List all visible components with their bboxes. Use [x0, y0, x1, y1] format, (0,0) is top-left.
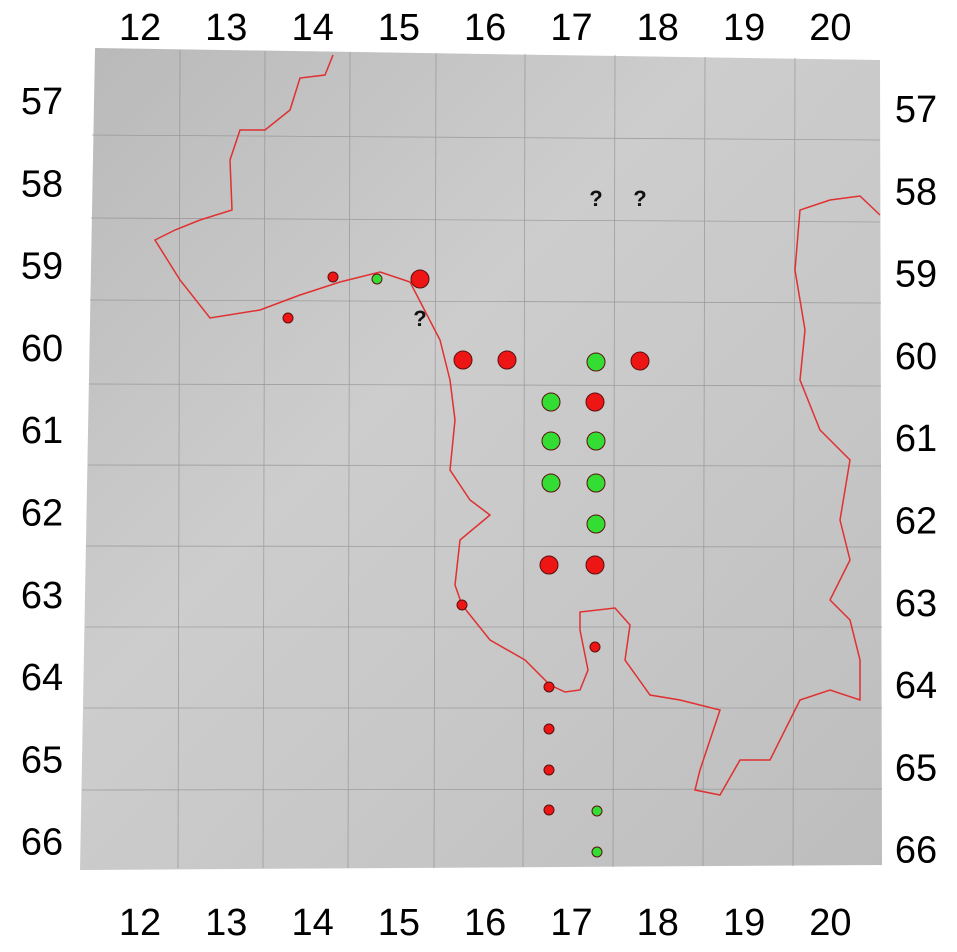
row-label-left: 66	[21, 822, 63, 864]
red-marker-small	[328, 272, 338, 282]
row-label-right: 57	[895, 89, 937, 131]
green-marker	[587, 515, 605, 533]
green-marker	[587, 474, 605, 492]
red-marker-small	[590, 642, 600, 652]
red-marker	[411, 270, 429, 288]
red-marker-small	[544, 805, 554, 815]
green-marker	[542, 474, 560, 492]
column-label-bottom: 19	[723, 902, 765, 944]
row-label-left: 63	[21, 575, 63, 617]
row-label-left: 60	[21, 328, 63, 370]
red-marker	[454, 351, 472, 369]
row-label-right: 65	[895, 747, 937, 789]
green-marker-small	[592, 806, 602, 816]
row-label-right: 64	[895, 665, 937, 707]
column-label-top: 14	[291, 7, 333, 49]
column-label-bottom: 14	[291, 902, 333, 944]
red-marker-small	[544, 682, 554, 692]
question-mark: ?	[413, 306, 426, 331]
column-label-bottom: 13	[205, 902, 247, 944]
column-label-bottom: 16	[464, 902, 506, 944]
row-label-right: 63	[895, 583, 937, 625]
row-label-right: 58	[895, 171, 937, 213]
row-label-left: 57	[21, 81, 63, 123]
row-label-left: 62	[21, 493, 63, 535]
red-marker-small	[544, 765, 554, 775]
column-label-bottom: 15	[378, 902, 420, 944]
column-label-bottom: 20	[809, 902, 851, 944]
row-label-right: 66	[895, 830, 937, 872]
relief-map	[80, 48, 882, 870]
row-label-right: 62	[895, 501, 937, 543]
row-label-left: 61	[21, 410, 63, 452]
green-marker	[542, 432, 560, 450]
red-marker	[540, 556, 558, 574]
column-label-top: 13	[205, 7, 247, 49]
map: ? ? ? 12 12 13 13 14 14 15 15 16 16 17 17 18 18 19 19 20…	[0, 0, 957, 952]
red-marker	[631, 352, 649, 370]
row-label-left: 59	[21, 246, 63, 288]
column-label-top: 16	[464, 7, 506, 49]
red-marker	[498, 351, 516, 369]
green-marker-small	[372, 274, 382, 284]
column-label-bottom: 17	[550, 902, 592, 944]
red-marker	[586, 393, 604, 411]
column-label-bottom: 12	[119, 902, 161, 944]
column-label-top: 17	[550, 7, 592, 49]
column-label-top: 19	[723, 7, 765, 49]
row-label-right: 59	[895, 254, 937, 296]
red-marker-small	[283, 313, 293, 323]
row-label-left: 64	[21, 657, 63, 699]
red-marker	[586, 556, 604, 574]
row-label-right: 60	[895, 336, 937, 378]
green-marker	[542, 393, 560, 411]
question-mark: ?	[633, 186, 646, 211]
column-label-top: 12	[119, 7, 161, 49]
row-label-left: 65	[21, 739, 63, 781]
green-marker-small	[592, 847, 602, 857]
column-label-top: 15	[378, 7, 420, 49]
row-label-right: 61	[895, 418, 937, 460]
question-mark: ?	[589, 186, 602, 211]
green-marker	[587, 353, 605, 371]
green-marker	[587, 432, 605, 450]
column-label-top: 18	[637, 7, 679, 49]
red-marker-small	[544, 724, 554, 734]
column-label-top: 20	[809, 7, 851, 49]
red-marker-small	[457, 600, 467, 610]
row-label-left: 58	[21, 163, 63, 205]
column-label-bottom: 18	[637, 902, 679, 944]
